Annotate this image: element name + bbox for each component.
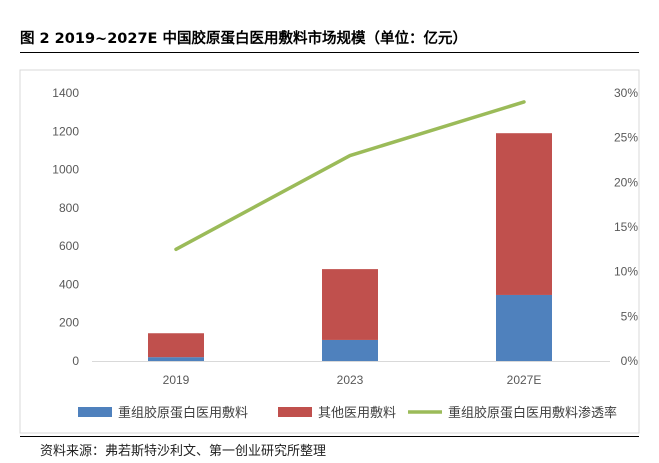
legend-label: 重组胶原蛋白医用敷料渗透率 [448, 405, 617, 421]
bar-other [322, 269, 378, 340]
chart-frame [19, 69, 640, 434]
bar-recombinant [322, 339, 378, 361]
legend-swatch [278, 407, 312, 417]
left-tick-label: 0 [72, 354, 79, 368]
right-tick-label: 0% [621, 354, 639, 368]
left-tick-label: 400 [59, 277, 79, 291]
bars [148, 133, 552, 361]
figure-title: 图 2 2019~2027E 中国胶原蛋白医用敷料市场规模（单位：亿元） [20, 31, 467, 47]
left-tick-label: 200 [59, 316, 79, 330]
source-rule [20, 436, 639, 437]
left-tick-label: 800 [59, 201, 79, 215]
source-note: 资料来源：弗若斯特沙利文、第一创业研究所整理 [40, 444, 327, 459]
left-tick-label: 1200 [52, 124, 79, 138]
left-tick-label: 1000 [52, 163, 79, 177]
penetration-line-group [174, 100, 526, 252]
left-axis: 0 200 400 600 800 1000 1200 1400 [52, 86, 79, 368]
bar-recombinant [148, 357, 204, 361]
chart: 0 200 400 600 800 1000 1200 1400 0% 5% 10% 15% 20% 2… [19, 69, 640, 434]
right-tick-label: 5% [621, 309, 639, 323]
chart-border [19, 69, 640, 434]
x-tick-label: 2027E [507, 373, 542, 387]
x-tick-label: 2019 [163, 373, 190, 387]
right-tick-label: 25% [614, 131, 638, 145]
legend-label: 其他医用敷料 [318, 406, 396, 421]
legend-label: 重组胶原蛋白医用敷料 [118, 405, 248, 421]
right-tick-label: 20% [614, 175, 638, 189]
bar-other [496, 133, 552, 295]
right-tick-label: 15% [614, 220, 638, 234]
x-axis: 2019 2023 2027E [92, 361, 610, 387]
legend-swatch [78, 407, 112, 417]
penetration-line [174, 100, 526, 252]
left-tick-label: 1400 [52, 86, 79, 100]
right-tick-label: 10% [614, 265, 638, 279]
right-tick-label: 30% [614, 86, 638, 100]
right-axis: 0% 5% 10% 15% 20% 25% 30% [614, 86, 638, 368]
x-tick-label: 2023 [337, 373, 364, 387]
bar-recombinant [496, 294, 552, 361]
legend: 重组胶原蛋白医用敷料 其他医用敷料 重组胶原蛋白医用敷料渗透率 [78, 405, 617, 421]
title-rule [20, 52, 639, 53]
left-tick-label: 600 [59, 239, 79, 253]
bar-other [148, 333, 204, 358]
